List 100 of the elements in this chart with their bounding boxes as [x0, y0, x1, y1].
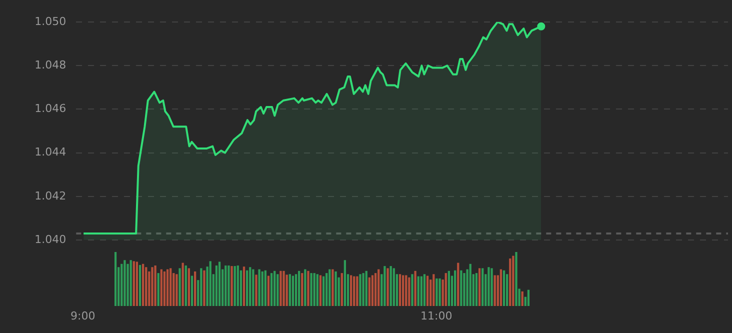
bar: [200, 268, 202, 306]
bar: [512, 256, 514, 306]
bar: [340, 273, 343, 306]
bar: [170, 268, 172, 306]
bar: [423, 274, 426, 306]
bar: [280, 270, 282, 306]
bar: [326, 273, 328, 306]
bar: [209, 261, 212, 306]
bar: [230, 266, 233, 306]
bar: [301, 273, 304, 306]
bar: [368, 277, 370, 306]
bar: [386, 268, 389, 306]
bar: [282, 270, 285, 306]
bar: [482, 268, 484, 306]
bar: [365, 270, 368, 306]
bar: [120, 264, 123, 306]
bar: [218, 262, 221, 306]
bar: [215, 266, 218, 306]
bar: [184, 266, 187, 306]
bar: [488, 267, 490, 306]
bar: [304, 269, 306, 306]
bar: [307, 270, 310, 306]
bar: [408, 277, 410, 306]
bar: [344, 260, 346, 306]
y-tick-label: 1.044: [34, 146, 66, 159]
bar: [398, 274, 402, 306]
bar: [353, 276, 356, 306]
bar: [166, 269, 169, 306]
bar: [506, 274, 508, 306]
bar: [515, 252, 518, 306]
bar: [319, 275, 322, 306]
bar: [405, 275, 408, 306]
bar: [234, 266, 236, 306]
bar: [258, 269, 260, 306]
bar: [374, 273, 377, 306]
bar: [130, 260, 132, 306]
bar: [157, 273, 160, 306]
bar: [334, 271, 337, 306]
bar: [288, 274, 291, 306]
bar: [356, 276, 358, 306]
y-tick-label: 1.050: [34, 14, 66, 28]
bar: [371, 275, 374, 306]
bar: [249, 267, 252, 306]
bar: [142, 264, 144, 306]
bar: [384, 266, 386, 306]
bar: [203, 270, 206, 306]
y-tick-label: 1.042: [34, 189, 66, 202]
bar: [236, 266, 239, 306]
bar: [145, 267, 148, 306]
bar: [267, 276, 270, 306]
bar: [114, 252, 117, 306]
bar: [292, 276, 294, 306]
bar: [378, 269, 380, 306]
bar: [420, 276, 422, 306]
bar: [502, 270, 506, 306]
bar: [448, 270, 450, 306]
bar: [469, 264, 472, 306]
bar: [176, 274, 178, 306]
bar: [178, 268, 181, 306]
bar: [276, 274, 279, 306]
bar: [261, 271, 264, 306]
bar: [138, 264, 142, 306]
bar: [194, 271, 196, 306]
bar: [148, 271, 150, 306]
bar: [402, 275, 404, 306]
bar: [316, 274, 318, 306]
bar: [417, 276, 420, 306]
bar: [390, 266, 392, 306]
bar: [154, 266, 156, 306]
bar: [438, 278, 441, 306]
bar: [294, 274, 298, 306]
bar: [136, 262, 138, 306]
bar: [132, 261, 135, 306]
bar: [414, 270, 416, 306]
x-tick-label: 9:00: [70, 309, 96, 322]
bar: [457, 262, 460, 306]
bar: [328, 269, 331, 306]
bar: [426, 276, 429, 306]
bar: [460, 270, 462, 306]
bar: [509, 258, 512, 306]
bar: [313, 273, 316, 306]
bar: [478, 268, 481, 306]
bar: [332, 269, 334, 306]
y-tick-label: 1.046: [34, 102, 66, 116]
bar: [286, 274, 288, 306]
bar: [392, 268, 395, 306]
bar: [126, 264, 129, 306]
bar: [444, 273, 447, 306]
y-tick-label: 1.040: [34, 232, 66, 246]
bar: [270, 273, 273, 306]
bar: [228, 266, 230, 306]
bar: [463, 273, 466, 306]
bar: [182, 262, 184, 306]
bar: [500, 269, 502, 306]
bar: [494, 275, 496, 306]
bar: [359, 274, 362, 306]
bar: [310, 273, 312, 306]
bar: [436, 278, 438, 306]
bar: [190, 276, 194, 306]
bar: [246, 270, 248, 306]
